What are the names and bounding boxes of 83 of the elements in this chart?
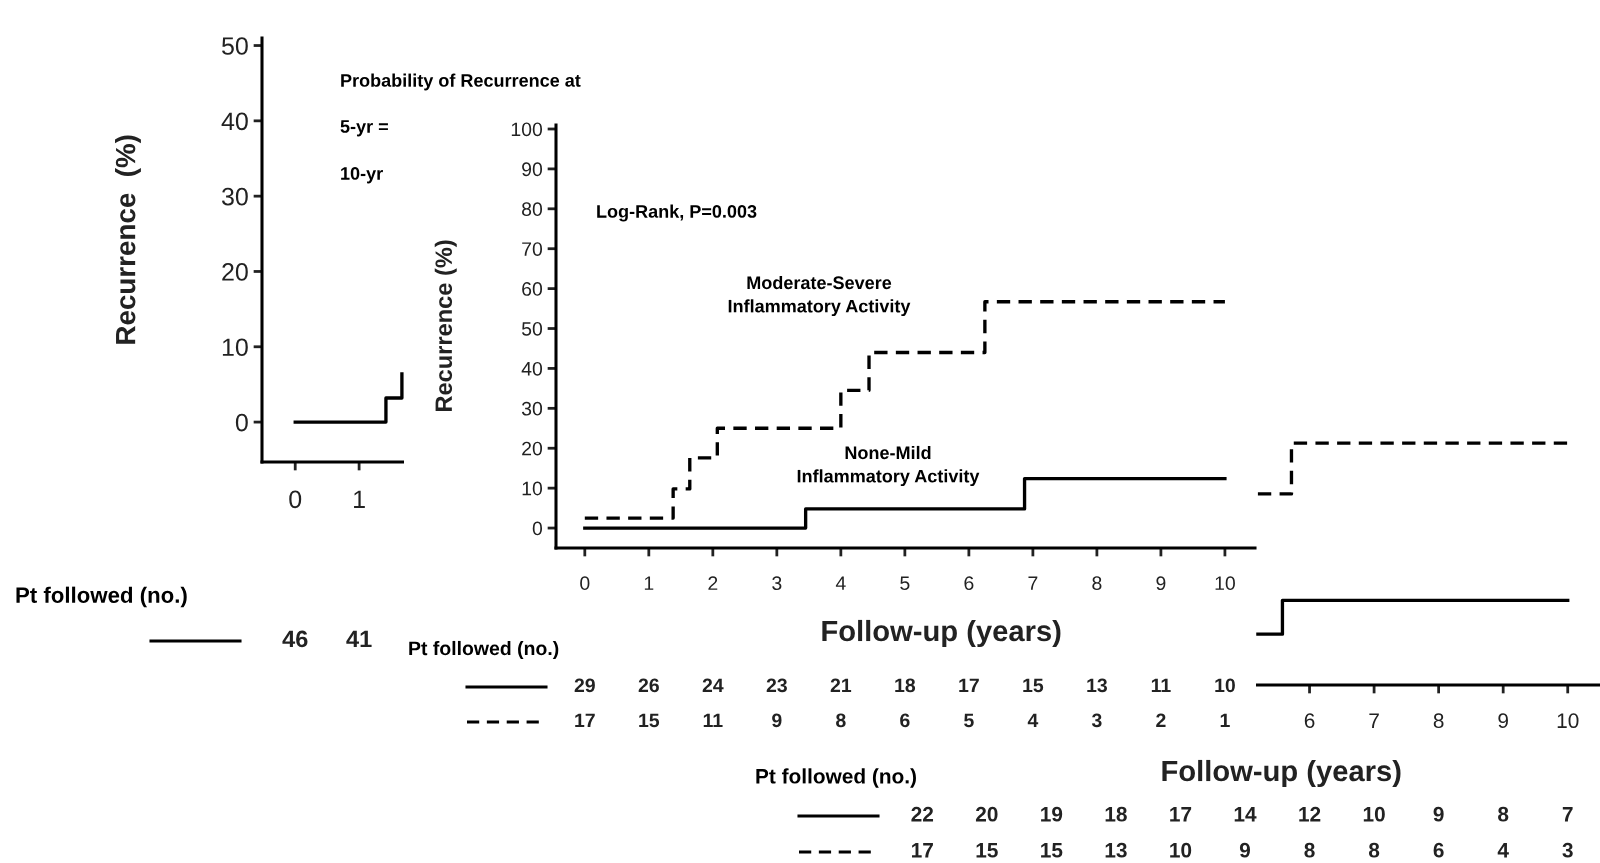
text: 15: [639, 713, 660, 728]
y-tick-label: 0: [235, 413, 248, 432]
text: 41: [346, 630, 372, 648]
text: 22: [911, 806, 934, 822]
text: 10: [1363, 806, 1385, 822]
y-tick-label: 50: [222, 37, 248, 55]
text: 23: [766, 678, 787, 693]
y-tick-label: 60: [522, 282, 543, 296]
text: 10: [1170, 842, 1192, 858]
text: 17: [1170, 807, 1192, 822]
text: 7: [1562, 807, 1573, 822]
y-tick-label: 40: [221, 112, 248, 131]
annotation: 10: [1215, 678, 1235, 693]
x-tick-label: 1: [644, 576, 654, 590]
y-tick-label: 20: [522, 441, 543, 456]
annotation: 13: [1087, 678, 1108, 693]
text: 17: [912, 843, 933, 858]
x-axis-title: Follow-up (years): [822, 619, 1061, 648]
y-tick-label: 90: [522, 162, 543, 177]
x-tick-label: 10: [1557, 713, 1579, 729]
text: 18: [1105, 806, 1127, 822]
text: 12: [1299, 806, 1321, 822]
annotation: 18: [895, 678, 916, 693]
text: 17: [575, 713, 595, 728]
annotation: 5-yr =: [340, 120, 388, 137]
x-axis-title: Follow-up (years): [1162, 759, 1401, 788]
x-tick-label: 8: [1433, 713, 1444, 729]
text: 15: [976, 843, 998, 858]
text: 6: [1433, 842, 1444, 858]
x-tick-label: 4: [835, 576, 846, 590]
text: 4: [1497, 843, 1509, 858]
text: 13: [1105, 842, 1127, 858]
text: 8: [1498, 806, 1509, 822]
y-tick-label: 70: [522, 242, 543, 256]
text: 8: [1368, 842, 1380, 858]
annotation: 15: [1023, 678, 1044, 693]
text: Pt followed (no.): [409, 640, 559, 660]
y-tick-label: 20: [222, 263, 248, 281]
annotation: Probability of Recurrence at: [341, 73, 581, 91]
x-tick-label: 7: [1028, 576, 1038, 590]
annotation: 17: [959, 678, 979, 693]
x-tick-label: 0: [580, 576, 590, 591]
text: 11: [703, 713, 723, 728]
text: 19: [1041, 806, 1063, 822]
y-tick-label: 0: [532, 521, 543, 536]
text: 29: [574, 678, 595, 693]
x-tick-label: 9: [1498, 713, 1508, 729]
y-tick-label: 30: [521, 401, 543, 416]
series-label: None-Mild Inflammatory Activity: [797, 445, 980, 487]
x-tick-label: 3: [772, 576, 782, 591]
x-tick-label: 10: [1215, 576, 1235, 591]
y-tick-label: 100: [511, 122, 543, 137]
x-tick-label: 9: [1156, 576, 1166, 591]
x-tick-label: 2: [708, 576, 718, 590]
y-tick-label: 50: [521, 321, 543, 336]
text: 46: [282, 630, 308, 648]
text: 14: [1234, 807, 1257, 822]
annotation: Log-Rank, P=0.003: [597, 204, 757, 222]
x-tick-label: 5: [900, 576, 910, 591]
text: 21: [830, 678, 852, 693]
y-tick-label: 30: [221, 187, 248, 206]
text: 3: [1562, 842, 1573, 858]
y-axis-title: Recurrence (%): [115, 135, 141, 344]
text: 24: [702, 678, 724, 693]
annotation: 10-yr: [341, 167, 383, 184]
text: 8: [1304, 842, 1315, 858]
x-tick-label: 6: [1304, 713, 1315, 729]
x-tick-label: 6: [964, 576, 974, 591]
y-tick-label: 40: [521, 361, 543, 376]
x-tick-label: 7: [1369, 713, 1379, 728]
y-tick-label: 80: [522, 202, 543, 217]
y-tick-label: 10: [222, 338, 248, 357]
text: 15: [1041, 843, 1063, 858]
text: 26: [638, 678, 659, 693]
annotation: 11: [1151, 678, 1171, 693]
text: Pt followed (no.): [756, 768, 916, 788]
text: Pt followed (no.): [16, 586, 187, 608]
x-tick-label: 8: [1092, 576, 1102, 591]
text: 9: [1433, 806, 1444, 822]
text: 9: [1239, 842, 1251, 858]
text: Moderate-Severe Inflammatory Activity: [728, 275, 911, 317]
y-axis-title: Recurrence (%): [434, 240, 457, 411]
text: 20: [975, 806, 998, 822]
